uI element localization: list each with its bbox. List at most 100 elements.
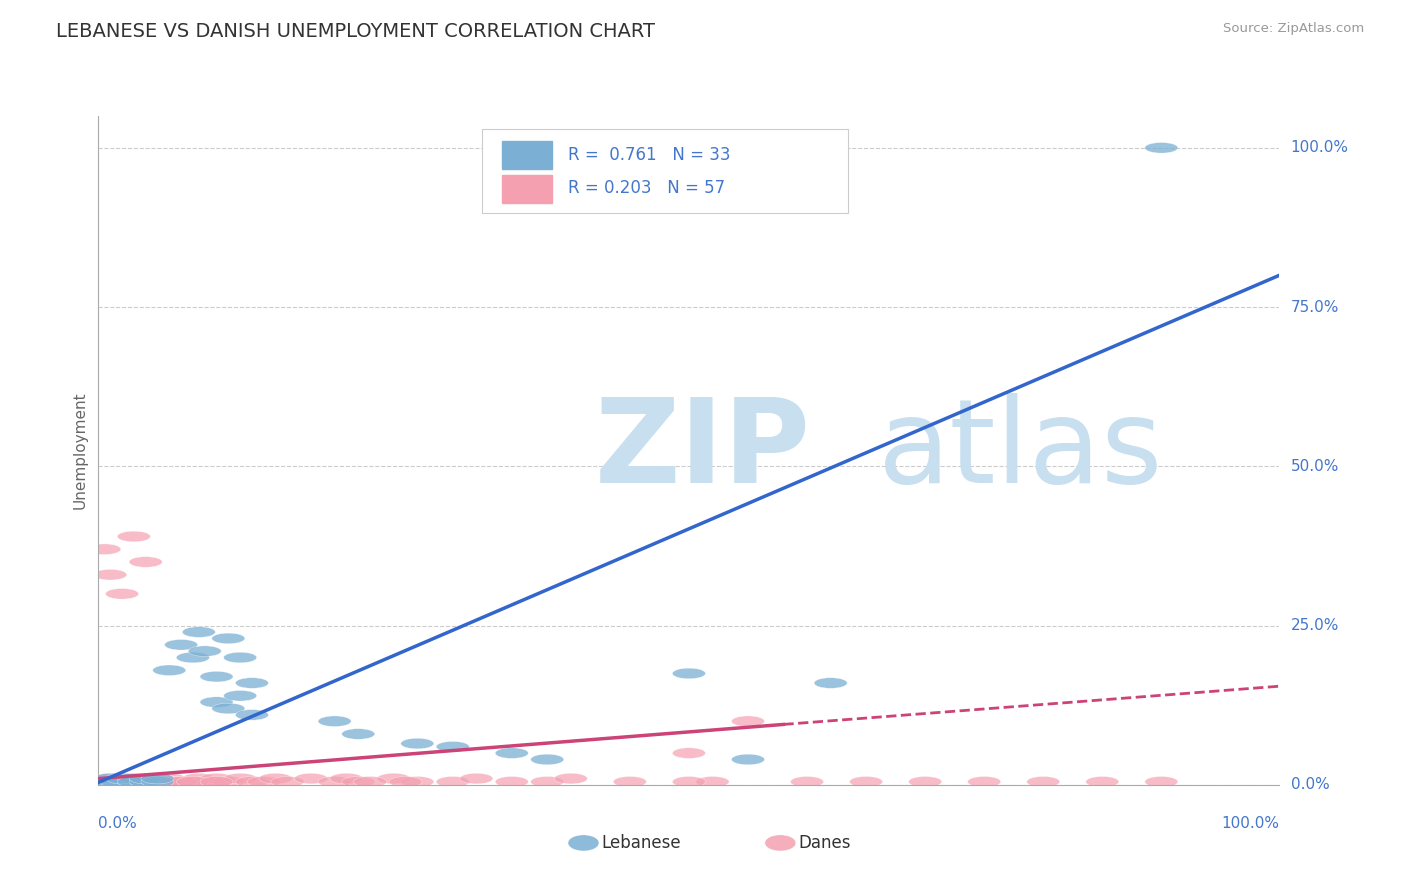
- Text: ZIP: ZIP: [595, 393, 810, 508]
- Text: R =  0.761   N = 33: R = 0.761 N = 33: [568, 145, 731, 164]
- Text: Danes: Danes: [799, 834, 851, 852]
- Ellipse shape: [141, 776, 174, 787]
- Y-axis label: Unemployment: Unemployment: [72, 392, 87, 509]
- Ellipse shape: [176, 652, 209, 663]
- Ellipse shape: [165, 640, 198, 650]
- Ellipse shape: [153, 665, 186, 675]
- Ellipse shape: [200, 776, 233, 787]
- Text: 100.0%: 100.0%: [1222, 815, 1279, 830]
- Ellipse shape: [436, 741, 470, 752]
- Ellipse shape: [460, 773, 494, 784]
- Ellipse shape: [117, 531, 150, 541]
- Ellipse shape: [495, 776, 529, 787]
- FancyBboxPatch shape: [482, 129, 848, 213]
- Ellipse shape: [613, 776, 647, 787]
- FancyBboxPatch shape: [502, 142, 553, 169]
- Ellipse shape: [790, 776, 824, 787]
- Ellipse shape: [117, 776, 150, 787]
- Ellipse shape: [105, 773, 139, 784]
- Ellipse shape: [401, 776, 434, 787]
- Ellipse shape: [94, 773, 127, 784]
- Ellipse shape: [235, 678, 269, 689]
- Ellipse shape: [153, 773, 186, 784]
- Ellipse shape: [530, 754, 564, 764]
- Ellipse shape: [224, 652, 257, 663]
- Ellipse shape: [94, 776, 127, 787]
- Ellipse shape: [1085, 776, 1119, 787]
- Ellipse shape: [271, 776, 304, 787]
- Ellipse shape: [105, 776, 139, 787]
- Ellipse shape: [318, 776, 352, 787]
- Ellipse shape: [330, 773, 363, 784]
- Ellipse shape: [1144, 776, 1178, 787]
- Ellipse shape: [212, 703, 245, 714]
- Ellipse shape: [129, 557, 162, 567]
- Ellipse shape: [224, 773, 257, 784]
- Text: 50.0%: 50.0%: [1291, 458, 1339, 474]
- Ellipse shape: [200, 672, 233, 682]
- Text: 0.0%: 0.0%: [98, 815, 138, 830]
- Text: Lebanese: Lebanese: [602, 834, 682, 852]
- Ellipse shape: [318, 716, 352, 727]
- Ellipse shape: [342, 776, 375, 787]
- Ellipse shape: [94, 569, 127, 580]
- Ellipse shape: [87, 776, 121, 787]
- Text: LEBANESE VS DANISH UNEMPLOYMENT CORRELATION CHART: LEBANESE VS DANISH UNEMPLOYMENT CORRELAT…: [56, 22, 655, 41]
- Ellipse shape: [235, 776, 269, 787]
- Ellipse shape: [153, 776, 186, 787]
- Ellipse shape: [672, 747, 706, 758]
- Ellipse shape: [967, 776, 1001, 787]
- Ellipse shape: [188, 646, 221, 657]
- Ellipse shape: [129, 776, 162, 787]
- Text: 0.0%: 0.0%: [1291, 778, 1329, 792]
- Ellipse shape: [672, 776, 706, 787]
- Text: R = 0.203   N = 57: R = 0.203 N = 57: [568, 179, 725, 197]
- Ellipse shape: [377, 773, 411, 784]
- Ellipse shape: [436, 776, 470, 787]
- Ellipse shape: [183, 627, 215, 638]
- Ellipse shape: [141, 773, 174, 784]
- Ellipse shape: [247, 776, 280, 787]
- Text: Source: ZipAtlas.com: Source: ZipAtlas.com: [1223, 22, 1364, 36]
- Ellipse shape: [200, 773, 233, 784]
- Ellipse shape: [141, 776, 174, 787]
- Ellipse shape: [342, 729, 375, 739]
- Text: 25.0%: 25.0%: [1291, 618, 1339, 633]
- Ellipse shape: [731, 716, 765, 727]
- Ellipse shape: [200, 697, 233, 707]
- Ellipse shape: [176, 776, 209, 787]
- Ellipse shape: [1144, 143, 1178, 153]
- Ellipse shape: [165, 776, 198, 787]
- Ellipse shape: [105, 589, 139, 599]
- Ellipse shape: [141, 776, 174, 787]
- Ellipse shape: [87, 544, 121, 555]
- Ellipse shape: [554, 773, 588, 784]
- Ellipse shape: [165, 776, 198, 787]
- Ellipse shape: [814, 678, 848, 689]
- Text: atlas: atlas: [877, 393, 1163, 508]
- Ellipse shape: [849, 776, 883, 787]
- Text: 100.0%: 100.0%: [1291, 140, 1348, 155]
- Ellipse shape: [141, 773, 174, 784]
- Ellipse shape: [495, 747, 529, 758]
- Ellipse shape: [87, 776, 121, 787]
- Ellipse shape: [294, 773, 328, 784]
- Ellipse shape: [235, 709, 269, 720]
- Ellipse shape: [259, 773, 292, 784]
- Ellipse shape: [353, 776, 387, 787]
- Ellipse shape: [94, 773, 127, 784]
- Ellipse shape: [188, 776, 221, 787]
- Ellipse shape: [401, 739, 434, 749]
- Ellipse shape: [212, 633, 245, 644]
- Ellipse shape: [200, 776, 233, 787]
- Ellipse shape: [176, 776, 209, 787]
- Ellipse shape: [908, 776, 942, 787]
- Ellipse shape: [1026, 776, 1060, 787]
- Ellipse shape: [117, 773, 150, 784]
- Ellipse shape: [129, 773, 162, 784]
- Ellipse shape: [224, 690, 257, 701]
- Text: 75.0%: 75.0%: [1291, 300, 1339, 315]
- Ellipse shape: [731, 754, 765, 764]
- FancyBboxPatch shape: [502, 175, 553, 203]
- Ellipse shape: [129, 776, 162, 787]
